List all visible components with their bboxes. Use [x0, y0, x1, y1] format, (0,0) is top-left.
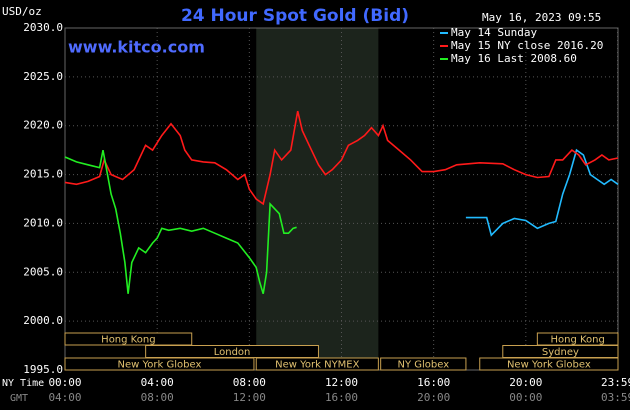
site-label: www.kitco.com [68, 38, 205, 57]
session-bar [255, 357, 379, 371]
x2-tick-label: 00:00 [509, 391, 542, 404]
series-line [465, 148, 619, 237]
y-tick-label: 2010.0 [23, 216, 63, 229]
x-tick-label: 23:59 [601, 376, 630, 389]
session-bar [64, 357, 255, 371]
y-tick-label: 2025.0 [23, 70, 63, 83]
y-tick-label: 2020.0 [23, 119, 63, 132]
session-label: New York NYMEX [275, 360, 360, 371]
y-tick-label: 2005.0 [23, 265, 63, 278]
chart-title: 24 Hour Spot Gold (Bid) [181, 6, 409, 26]
x2-tick-label: 12:00 [233, 391, 266, 404]
session-label: Hong Kong [101, 335, 155, 346]
session-bar [64, 332, 193, 346]
legend-label: May 16 Last 2008.60 [451, 52, 577, 65]
y-unit: USD/oz [2, 5, 42, 18]
x-tick-label: 00:00 [48, 376, 81, 389]
x2-tick-label: 08:00 [141, 391, 174, 404]
x-tick-label: 16:00 [417, 376, 450, 389]
x-tick-label: 20:00 [509, 376, 542, 389]
y-tick-label: 2015.0 [23, 168, 63, 181]
y-tick-label: 1995.0 [23, 363, 63, 376]
x2-tick-label: 04:00 [48, 391, 81, 404]
series-line [64, 110, 619, 206]
series-line [64, 149, 297, 295]
x-tick-label: 12:00 [325, 376, 358, 389]
session-label: London [214, 347, 251, 358]
session-label: NY Globex [397, 360, 449, 371]
x2-axis-label: GMT [10, 393, 28, 404]
x2-tick-label: 16:00 [325, 391, 358, 404]
session-label: Sydney [542, 347, 579, 358]
x2-tick-label: 03:59 [601, 391, 630, 404]
x-tick-label: 08:00 [233, 376, 266, 389]
y-tick-label: 2030.0 [23, 21, 63, 34]
legend-label: May 14 Sunday [451, 26, 537, 39]
session-label: New York Globex [118, 360, 202, 371]
x-tick-label: 04:00 [141, 376, 174, 389]
timestamp: May 16, 2023 09:55 [482, 11, 601, 24]
session-bar [380, 357, 467, 371]
legend-label: May 15 NY close 2016.20 [451, 39, 603, 52]
session-label: Hong Kong [550, 335, 604, 346]
x-axis-label: NY Time [2, 378, 44, 389]
y-tick-label: 2000.0 [23, 314, 63, 327]
x2-tick-label: 20:00 [417, 391, 450, 404]
session-shade [256, 28, 379, 370]
session-label: New York Globex [507, 360, 591, 371]
session-bar [479, 357, 619, 371]
